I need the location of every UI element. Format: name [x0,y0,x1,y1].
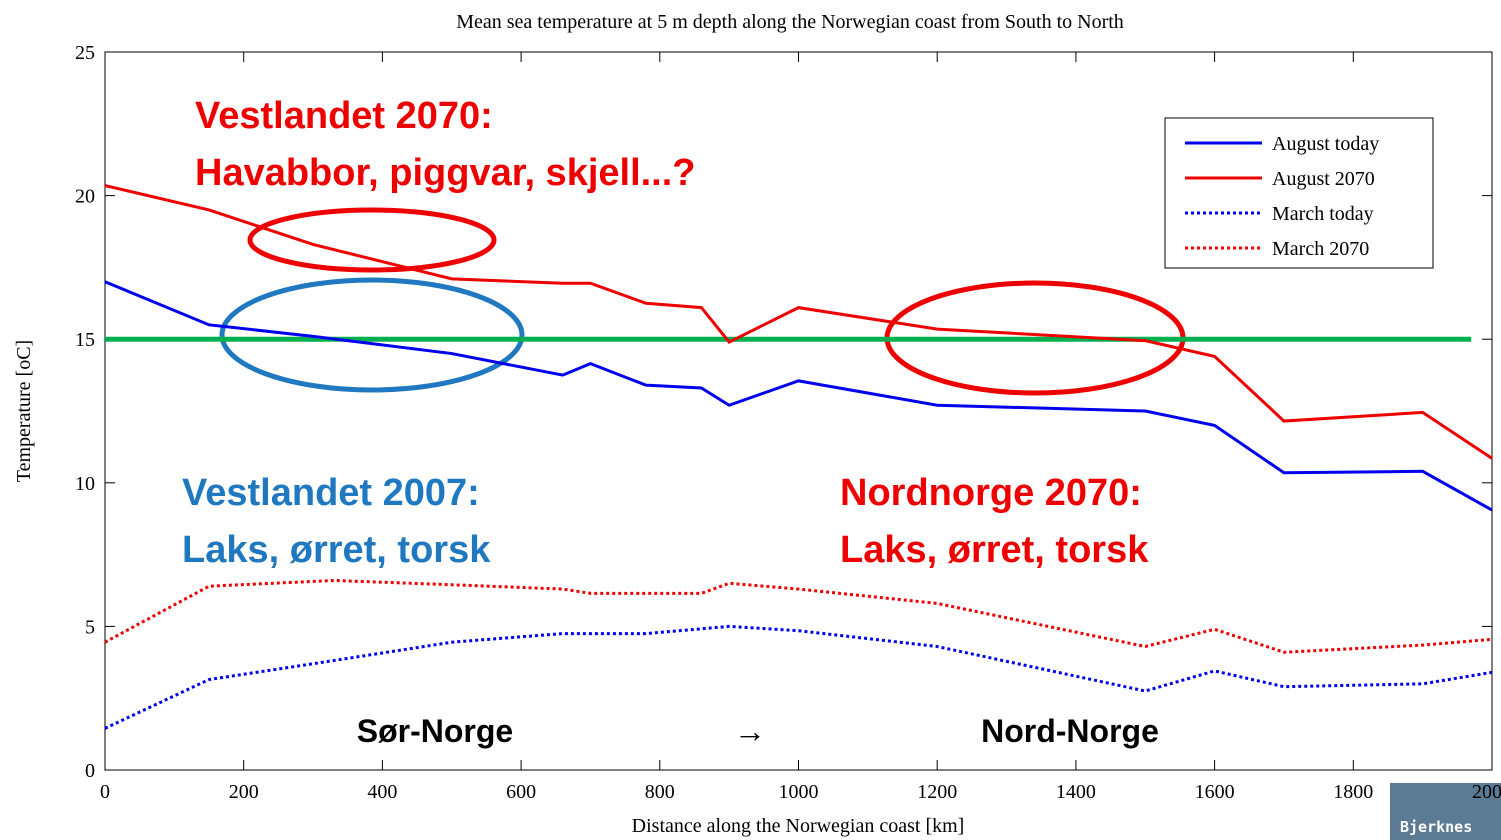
annotation: Havabbor, piggvar, skjell...? [195,152,696,194]
highlight-ellipse [219,277,525,393]
x-tick-label: 400 [367,781,397,803]
x-tick-label: 1000 [779,781,819,803]
y-tick-label: 0 [85,760,95,782]
x-tick-label: 600 [506,781,536,803]
annotation: → [734,713,766,749]
series-line [104,280,1493,512]
logo: Bjerknes [1400,818,1472,836]
x-tick-label: 1600 [1195,781,1235,803]
x-tick-label: 1800 [1333,781,1373,803]
series-line [104,184,1493,460]
highlight-ellipse [247,207,497,273]
y-tick-label: 25 [75,42,95,64]
x-tick-label: 0 [100,781,110,803]
annotation: Laks, ørret, torsk [182,529,491,571]
legend-label: March 2070 [1272,238,1369,260]
legend-label: March today [1272,203,1374,225]
x-tick-label: 1200 [917,781,957,803]
annotation: Laks, ørret, torsk [840,529,1149,571]
annotation: Nord-Norge [981,713,1159,749]
y-axis-label: Temperature [oC] [13,340,35,482]
annotation: Vestlandet 2070: [195,95,493,137]
x-tick-label: 200 [229,781,259,803]
series-line [104,624,1493,730]
annotation: Sør-Norge [357,713,513,749]
logo-box [1390,783,1501,840]
annotation: Vestlandet 2007: [182,472,480,514]
legend-label: August 2070 [1272,168,1375,190]
series-line [104,578,1493,654]
x-tick-label: 800 [645,781,675,803]
y-tick-label: 5 [85,616,95,638]
y-tick-label: 20 [75,186,95,208]
y-tick-label: 10 [75,473,95,495]
annotation: Nordnorge 2070: [840,472,1142,514]
x-tick-label: 1400 [1056,781,1096,803]
legend-label: August today [1272,133,1379,155]
chart-title: Mean sea temperature at 5 m depth along … [456,11,1124,33]
x-axis-label: Distance along the Norwegian coast [km] [632,815,965,837]
y-tick-label: 15 [75,329,95,351]
